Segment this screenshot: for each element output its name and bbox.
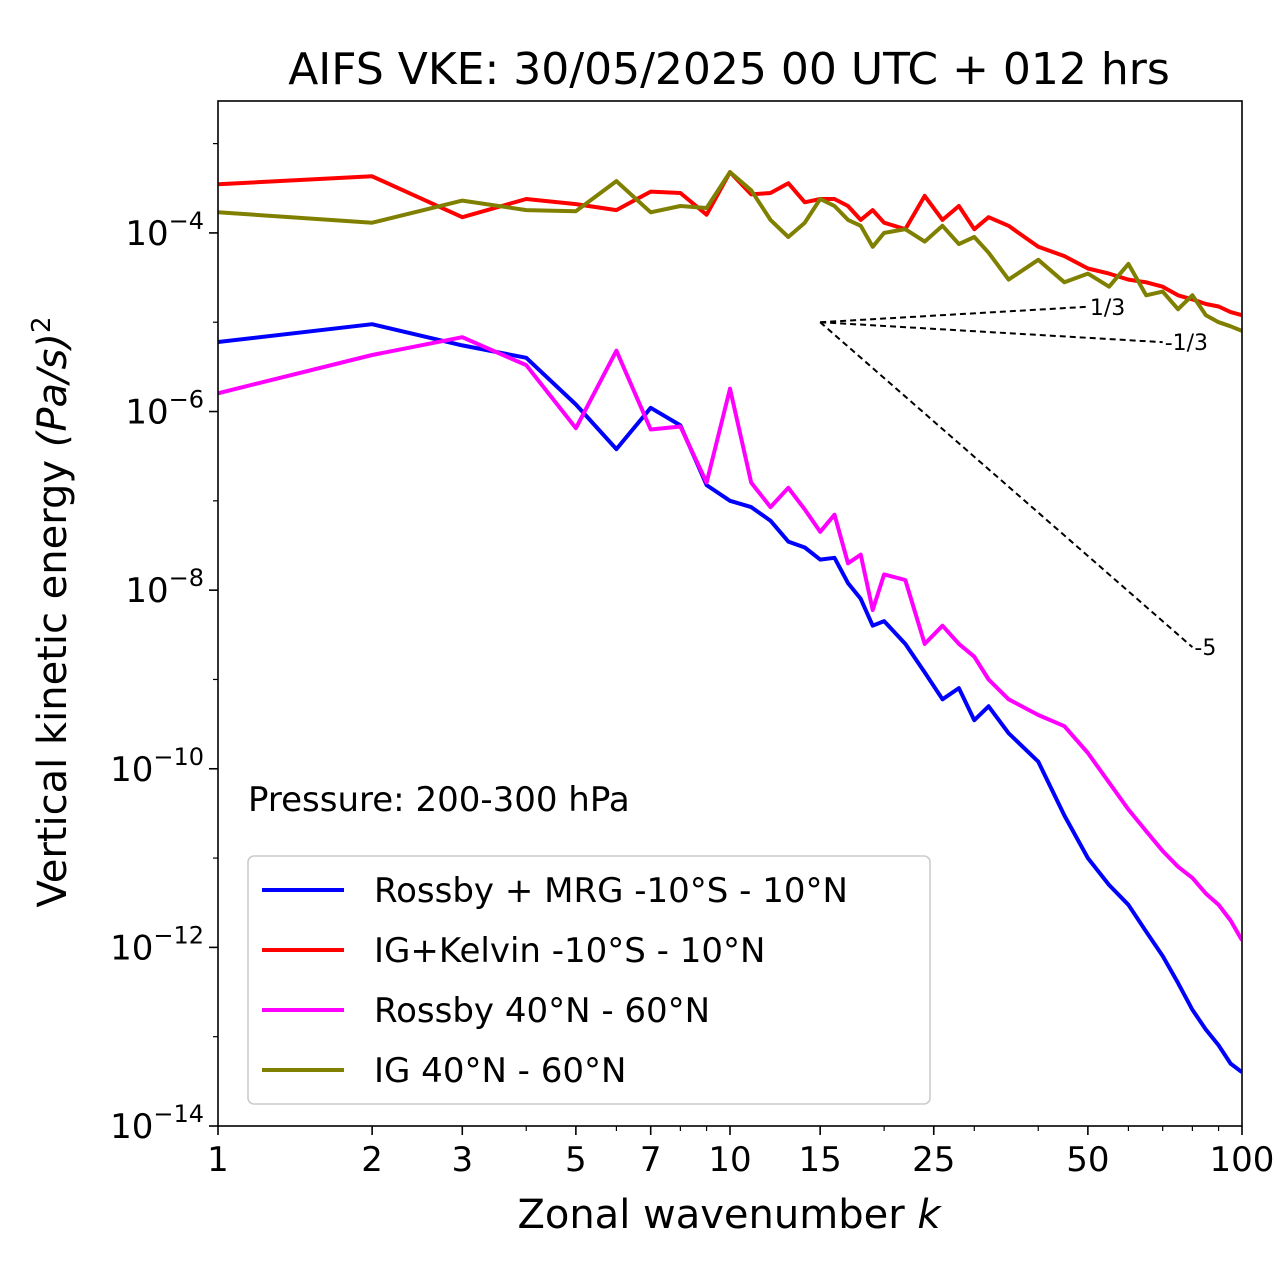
x-tick-label: 15 bbox=[799, 1140, 842, 1180]
y-tick-base: 10 bbox=[110, 928, 153, 968]
y-tick-exponent: −12 bbox=[153, 921, 204, 949]
series-line-2 bbox=[218, 335, 1242, 942]
y-tick-label: 10−14 bbox=[110, 1100, 204, 1147]
y-axis-label-text: Vertical kinetic energy bbox=[30, 460, 76, 908]
reference-line bbox=[820, 305, 1088, 324]
series-lines bbox=[218, 170, 1242, 1074]
y-tick-exponent: −6 bbox=[169, 386, 204, 414]
x-tick-label: 3 bbox=[451, 1140, 473, 1180]
x-axis-ticks: 1 2 3 5 7 10 15 25 50 100 bbox=[207, 1126, 1274, 1180]
y-tick-base: 10 bbox=[125, 571, 168, 611]
legend-label: Rossby + MRG -10°S - 10°N bbox=[374, 871, 848, 911]
y-tick-base: 10 bbox=[110, 750, 153, 790]
y-tick-exponent: −8 bbox=[169, 564, 204, 592]
reference-line-label: -5 bbox=[1194, 636, 1216, 661]
reference-line-label: 1/3 bbox=[1090, 296, 1125, 321]
x-axis-label-text: Zonal wavenumber bbox=[517, 1192, 905, 1238]
y-tick-label: 10−6 bbox=[125, 386, 204, 433]
plot-area: 1/3 -1/3 -5 bbox=[218, 170, 1242, 1074]
y-tick-label: 10−12 bbox=[110, 921, 204, 968]
x-tick-label: 5 bbox=[565, 1140, 587, 1180]
y-tick-base: 10 bbox=[110, 1107, 153, 1147]
x-axis-label-variable: k bbox=[917, 1192, 942, 1238]
x-tick-label: 25 bbox=[912, 1140, 955, 1180]
x-tick-label: 1 bbox=[207, 1140, 229, 1180]
y-axis-label-exponent: 2 bbox=[27, 317, 57, 334]
series-line-1 bbox=[218, 170, 1242, 318]
legend: Rossby + MRG -10°S - 10°N IG+Kelvin -10°S… bbox=[247, 855, 931, 1105]
y-tick-exponent: −4 bbox=[169, 207, 204, 235]
x-tick-label: 2 bbox=[361, 1140, 383, 1180]
y-tick-exponent: −10 bbox=[153, 743, 204, 771]
y-tick-exponent: −14 bbox=[153, 1100, 204, 1128]
x-tick-label: 50 bbox=[1066, 1140, 1109, 1180]
y-axis-label: Vertical kinetic energy (Pa/s)2 bbox=[27, 317, 76, 908]
x-axis-label: Zonal wavenumber k bbox=[517, 1192, 942, 1238]
legend-label: IG 40°N - 60°N bbox=[374, 1051, 626, 1091]
y-tick-base: 10 bbox=[125, 214, 168, 254]
x-tick-label: 100 bbox=[1210, 1140, 1275, 1180]
y-tick-label: 10−10 bbox=[110, 743, 204, 790]
y-tick-base: 10 bbox=[125, 393, 168, 433]
reference-line bbox=[820, 321, 1163, 344]
x-tick-label: 7 bbox=[640, 1140, 662, 1180]
series-line-3 bbox=[218, 170, 1242, 333]
x-tick-label: 10 bbox=[708, 1140, 751, 1180]
legend-box bbox=[247, 855, 931, 1105]
pressure-annotation: Pressure: 200-300 hPa bbox=[248, 780, 630, 820]
chart-title: AIFS VKE: 30/05/2025 00 UTC + 012 hrs bbox=[288, 44, 1170, 95]
legend-label: Rossby 40°N - 60°N bbox=[374, 991, 710, 1031]
y-tick-label: 10−8 bbox=[125, 564, 204, 611]
legend-label: IG+Kelvin -10°S - 10°N bbox=[374, 931, 765, 971]
legend-items: Rossby + MRG -10°S - 10°N IG+Kelvin -10°S… bbox=[262, 871, 848, 1091]
reference-line bbox=[819, 321, 1194, 648]
reference-lines: 1/3 -1/3 -5 bbox=[819, 296, 1216, 661]
y-tick-label: 10−4 bbox=[125, 207, 204, 254]
reference-line-label: -1/3 bbox=[1165, 331, 1208, 356]
series-line-0 bbox=[218, 322, 1242, 1074]
y-axis-label-unit: (Pa/s) bbox=[30, 333, 76, 447]
